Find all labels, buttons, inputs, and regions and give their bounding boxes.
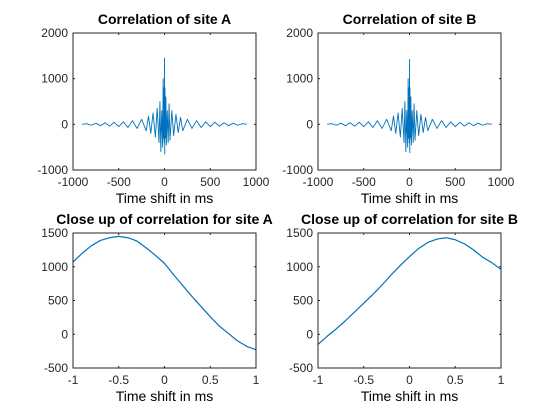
panel-1-xtick-label-2: -500 xyxy=(107,175,131,189)
panel-2-xtick-label-2: -500 xyxy=(352,175,376,189)
panel-1-ytick-label-2: 0 xyxy=(61,117,68,131)
panel-1-xlabel: Time shift in ms xyxy=(116,190,214,206)
panel-1-ytick-label-1: -1000 xyxy=(37,163,68,177)
panel-3-ytick-label-3: 500 xyxy=(48,294,68,308)
panel-1-ytick-label-4: 2000 xyxy=(41,26,68,40)
panel-3-xlabel: Time shift in ms xyxy=(116,388,214,404)
panel-2-ytick-label-3: 1000 xyxy=(286,72,313,86)
panel-4-xtick-label-1: -1 xyxy=(313,373,324,387)
panel-3-ytick-label-1: -500 xyxy=(44,361,68,375)
panel-1-xtick-label-1: -1000 xyxy=(58,175,89,189)
panel-3-ytick-label-4: 1000 xyxy=(41,260,68,274)
panel-2-xtick-label-4: 500 xyxy=(445,175,465,189)
panel-4-xlabel: Time shift in ms xyxy=(361,388,459,404)
panel-4-xtick-label-5: 1 xyxy=(498,373,505,387)
panel-2-xtick-label-1: -1000 xyxy=(303,175,334,189)
panel-2: -1000 -500 0 500 1000 -1000 0 1000 2000 Correlati… xyxy=(282,11,514,206)
panel-1-title: Correlation of site A xyxy=(98,11,231,27)
panel-3-xtick-label-5: 1 xyxy=(253,373,260,387)
panel-4-xtick-label-4: 0.5 xyxy=(447,373,464,387)
panel-4-ytick-label-3: 500 xyxy=(293,294,313,308)
panel-2-title: Correlation of site B xyxy=(343,11,477,27)
panel-3-series-line-1 xyxy=(73,235,256,351)
panel-2-xlabel: Time shift in ms xyxy=(361,190,459,206)
panel-4-ytick-label-1: -500 xyxy=(289,361,313,375)
panel-4-xtick-label-3: 0 xyxy=(406,373,413,387)
panel-1: -1000 -500 0 500 1000 -1000 0 1000 2000 Correlati… xyxy=(37,11,269,206)
panel-1-ytick-label-3: 1000 xyxy=(41,72,68,86)
panel-3-xtick-label-2: -0.5 xyxy=(108,373,129,387)
panel-1-series-line-1 xyxy=(82,57,247,155)
panel-2-series-line-1 xyxy=(327,59,492,154)
panel-4-title: Close up of correlation for site B xyxy=(301,211,518,227)
panel-3-xtick-label-1: -1 xyxy=(68,373,79,387)
panel-2-xtick-label-5: 1000 xyxy=(488,175,515,189)
panel-1-xtick-label-5: 1000 xyxy=(243,175,270,189)
panel-4-ytick-label-5: 1500 xyxy=(286,226,313,240)
panel-2-ytick-label-2: 0 xyxy=(306,117,313,131)
panel-3-title: Close up of correlation for site A xyxy=(56,211,273,227)
panel-4-ytick-label-2: 0 xyxy=(306,327,313,341)
panel-3-xtick-label-4: 0.5 xyxy=(202,373,219,387)
panel-1-xtick-label-3: 0 xyxy=(161,175,168,189)
panel-2-ytick-label-1: -1000 xyxy=(282,163,313,177)
panel-2-ytick-label-4: 2000 xyxy=(286,26,313,40)
panel-3-ytick-label-5: 1500 xyxy=(41,226,68,240)
panel-4-ytick-label-4: 1000 xyxy=(286,260,313,274)
panel-4-xtick-label-2: -0.5 xyxy=(353,373,374,387)
panel-3-ytick-label-2: 0 xyxy=(61,327,68,341)
panel-3-xtick-label-3: 0 xyxy=(161,373,168,387)
panel-4-series-line-1 xyxy=(318,237,501,345)
panel-1-xtick-label-4: 500 xyxy=(200,175,220,189)
panel-2-xtick-label-3: 0 xyxy=(406,175,413,189)
